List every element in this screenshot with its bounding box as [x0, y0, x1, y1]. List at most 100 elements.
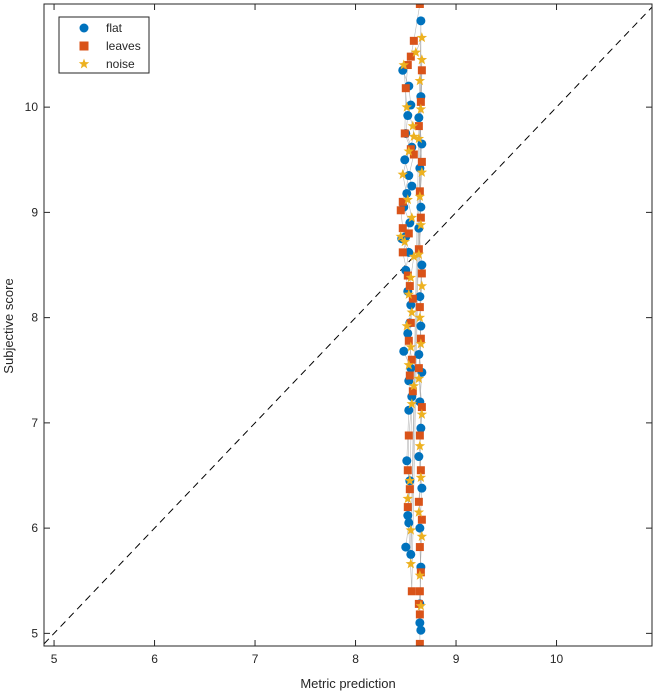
point-leaves-14	[405, 282, 414, 291]
point-noise-1	[410, 46, 422, 57]
point-noise-4	[407, 120, 419, 131]
point-flat-51	[416, 625, 426, 635]
point-noise-17	[405, 341, 417, 352]
point-noise-40	[413, 506, 425, 517]
point-leaves-44	[415, 587, 424, 596]
point-flat-38	[417, 260, 427, 270]
axes-ticks: 5 6 7 8 9 10 5 6 7 8 9 10	[25, 3, 653, 666]
point-leaves-10	[398, 224, 407, 233]
point-leaves-4	[401, 84, 410, 93]
plot-area	[44, 4, 652, 646]
point-noise-20	[406, 398, 418, 409]
legend-label-leaves: leaves	[106, 39, 141, 53]
point-flat-8	[407, 181, 417, 191]
point-leaves-45	[414, 599, 423, 608]
x-tick-label-1: 6	[151, 652, 158, 666]
point-noise-21	[404, 475, 416, 486]
y-tick-label-5: 10	[25, 100, 39, 114]
point-flat-46	[417, 483, 427, 493]
point-noise-31	[415, 219, 427, 230]
point-noise-26	[414, 75, 426, 86]
point-leaves-7	[409, 150, 418, 159]
point-noise-23	[405, 524, 417, 535]
legend-label-noise: noise	[106, 57, 135, 71]
point-leaves-43	[416, 568, 425, 577]
point-flat-50	[415, 618, 425, 628]
point-leaves-31	[416, 213, 425, 222]
point-flat-3	[403, 111, 413, 121]
axes-box	[43, 3, 653, 647]
point-leaves-9	[396, 206, 405, 215]
point-noise-27	[415, 103, 427, 114]
point-flat-47	[415, 523, 425, 533]
point-leaves-0	[415, 4, 424, 8]
point-noise-24	[405, 558, 417, 569]
point-noise-39	[415, 472, 427, 483]
point-noise-8	[402, 194, 414, 205]
point-flat-41	[414, 349, 424, 359]
point-flat-9	[402, 188, 412, 198]
y-tick-label-1: 6	[31, 521, 38, 535]
point-noise-12	[408, 251, 420, 262]
point-leaves-1	[409, 36, 418, 45]
point-leaves-38	[415, 431, 424, 440]
point-noise-15	[406, 306, 418, 317]
point-noise-10	[395, 231, 406, 242]
point-noise-11	[399, 236, 411, 247]
point-noise-14	[403, 288, 415, 299]
legend-marker-flat	[79, 23, 89, 33]
point-leaves-22	[403, 466, 412, 475]
x-tick-label-0: 5	[51, 652, 58, 666]
y-tick-label-3: 8	[31, 311, 38, 325]
point-noise-13	[405, 272, 417, 283]
legend-marker-leaves	[79, 41, 89, 51]
point-flat-30	[406, 549, 416, 559]
point-leaves-5	[400, 129, 409, 138]
x-tick-label-3: 8	[352, 652, 359, 666]
point-leaves-15	[408, 294, 417, 303]
point-noise-16	[401, 320, 413, 331]
point-flat-25	[402, 456, 412, 466]
point-leaves-29	[417, 157, 426, 166]
point-leaves-47	[415, 639, 424, 646]
point-leaves-2	[406, 52, 415, 61]
point-leaves-39	[416, 466, 425, 475]
x-axis-label: Metric prediction	[300, 676, 395, 691]
y-tick-label-4: 9	[31, 205, 38, 219]
point-leaves-16	[406, 318, 415, 327]
point-leaves-46	[415, 610, 424, 619]
point-noise-6	[403, 145, 415, 156]
point-flat-20	[399, 346, 409, 356]
point-flat-33	[414, 113, 424, 123]
point-noise-34	[414, 312, 426, 323]
point-leaves-25	[407, 587, 416, 596]
point-noise-9	[406, 212, 418, 223]
point-leaves-36	[414, 364, 423, 373]
legend: flat leaves noise	[58, 16, 150, 74]
point-leaves-27	[416, 97, 425, 106]
point-noise-25	[416, 54, 428, 65]
point-leaves-6	[406, 145, 415, 154]
point-noise-38	[414, 440, 426, 451]
point-flat-44	[416, 423, 426, 433]
point-noise-33	[416, 280, 428, 291]
point-noise-30	[414, 191, 426, 202]
point-noise-42	[414, 569, 426, 580]
point-leaves-26	[417, 66, 426, 75]
y-axis-label: Subjective score	[1, 278, 16, 373]
point-leaves-23	[405, 485, 414, 494]
point-noise-2	[398, 59, 410, 70]
point-noise-32	[413, 248, 425, 259]
point-noise-35	[415, 338, 427, 349]
point-flat-6	[400, 155, 410, 165]
x-tick-label-4: 9	[453, 652, 460, 666]
point-leaves-33	[417, 269, 426, 278]
point-leaves-12	[398, 248, 407, 257]
legend-box	[58, 16, 150, 74]
point-flat-31	[416, 16, 426, 26]
x-tick-label-2: 7	[252, 652, 259, 666]
y-tick-label-0: 5	[31, 626, 38, 640]
x-tick-label-5: 10	[550, 652, 564, 666]
point-noise-28	[413, 133, 425, 144]
